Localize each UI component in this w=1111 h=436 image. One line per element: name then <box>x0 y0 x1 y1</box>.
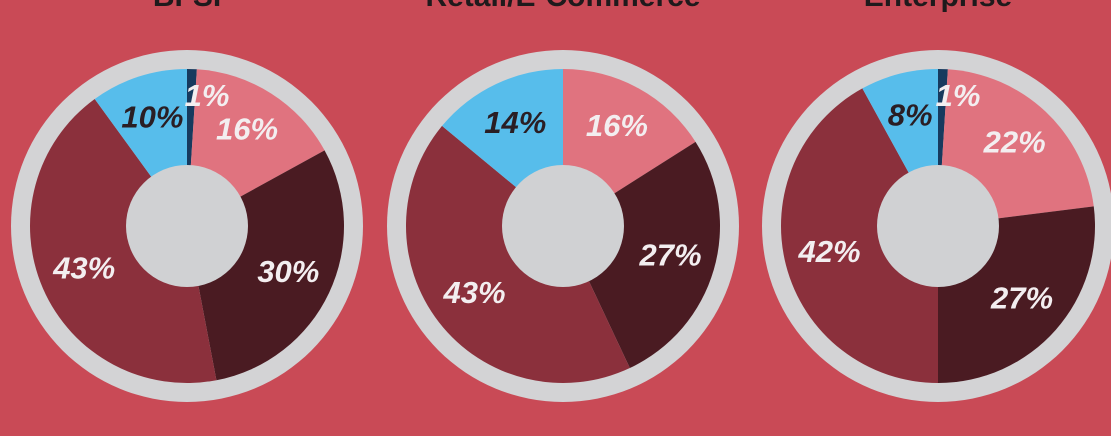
pie-slice <box>563 141 720 369</box>
chart-title: Retail/E-Commerce <box>425 0 700 13</box>
chart-title: BFSI <box>153 0 221 13</box>
slice-label: 1% <box>936 78 981 113</box>
slice-label: 42% <box>797 234 860 269</box>
slice-label: 8% <box>888 98 933 133</box>
pie-slice <box>781 88 938 383</box>
pie-hole <box>502 165 624 287</box>
slice-label: 10% <box>121 100 183 135</box>
slice-label: 30% <box>257 254 319 289</box>
slice-label: 43% <box>442 275 505 310</box>
slice-label: 16% <box>216 112 278 147</box>
pie-hole <box>126 165 248 287</box>
pie-slice <box>29 98 217 384</box>
slice-label: 14% <box>484 105 546 140</box>
slice-label: 43% <box>52 251 115 286</box>
chart-title: Enterprise <box>864 0 1012 13</box>
slice-label: 16% <box>586 108 648 143</box>
slice-label: 27% <box>639 237 702 272</box>
slice-label: 1% <box>185 78 230 113</box>
pie-hole <box>877 165 999 287</box>
slice-label: 27% <box>990 280 1053 315</box>
slice-label: 22% <box>983 125 1046 160</box>
